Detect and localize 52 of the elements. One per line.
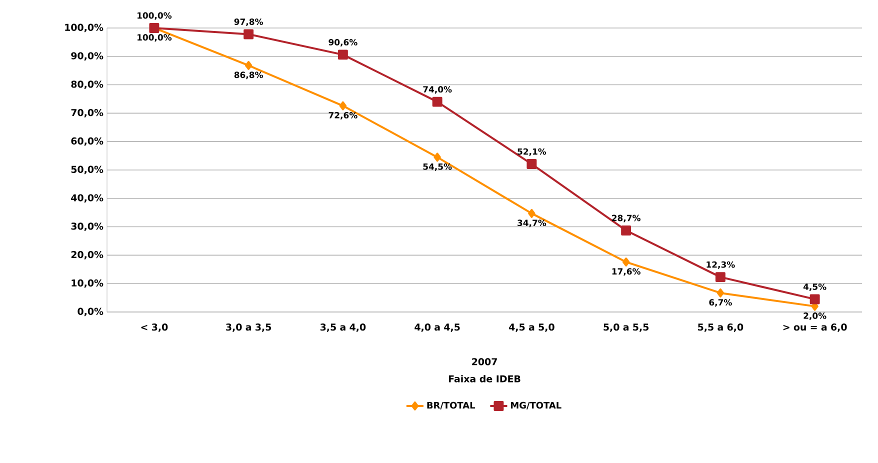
data-label: 86,8%: [234, 72, 263, 80]
y-tick-label: 30,0%: [71, 222, 104, 231]
legend-label: BR/TOTAL: [427, 402, 476, 410]
point: [434, 152, 441, 162]
data-label: 72,6%: [328, 112, 358, 120]
data-label: 4,5%: [803, 284, 826, 292]
data-label: 97,8%: [234, 18, 263, 26]
y-tick-label: 10,0%: [72, 279, 104, 288]
x-tick-label: 5,0 a 5,5: [604, 324, 649, 332]
y-tick-label: 100,0%: [65, 24, 104, 32]
y-tick-label: 60,0%: [71, 137, 104, 146]
point: [716, 288, 724, 298]
text: 2007: [472, 358, 497, 366]
x-tick-label: > ou = a 6,0: [783, 324, 847, 332]
x-tick-label: 3,5 a 4,0: [320, 324, 366, 332]
data-label: 34,7%: [518, 220, 546, 228]
x-tick-label: 5,5 a 6,0: [698, 324, 744, 332]
point: [526, 159, 537, 170]
y-tick-label: 90,0%: [71, 52, 104, 61]
point: [244, 60, 252, 70]
point: [339, 101, 347, 110]
data-label: 6,7%: [709, 299, 732, 307]
point: [338, 50, 348, 60]
data-label: 100,0%: [138, 12, 172, 20]
x-tick-label: 4,5 a 5,0: [509, 324, 554, 332]
point: [622, 258, 630, 266]
data-label: 74,0%: [423, 86, 452, 94]
data-label: 12,3%: [706, 261, 735, 269]
x-tick-label: < 3,0: [141, 324, 168, 332]
data-label: 52,1%: [518, 148, 546, 156]
point: [810, 294, 820, 304]
data-label: 2,0%: [804, 312, 826, 320]
data-label: 28,7%: [612, 214, 640, 222]
x-tick-label: 4,0 a 4,5: [414, 324, 460, 332]
y-tick-label: 50,0%: [71, 166, 104, 174]
data-label: 100,0%: [138, 34, 172, 42]
y-tick-label: 40,0%: [71, 194, 104, 203]
point: [244, 29, 254, 40]
y-tick-label: 80,0%: [71, 80, 104, 89]
data-label: 90,6%: [328, 39, 358, 46]
point: [621, 225, 632, 236]
x-tick-label: 3,0 a 3,5: [226, 324, 272, 332]
y-tick-label: 0,0%: [78, 308, 104, 316]
legend-label: MG/TOTAL: [511, 402, 562, 410]
data-label: 17,6%: [612, 268, 640, 276]
y-tick-label: 20,0%: [71, 250, 104, 260]
point: [432, 96, 442, 107]
x-axis-title: Faixa de IDEB: [448, 375, 520, 382]
y-tick-label: 70,0%: [71, 108, 104, 118]
point: [528, 208, 536, 218]
point: [715, 272, 726, 282]
data-label: 54,5%: [423, 163, 452, 171]
